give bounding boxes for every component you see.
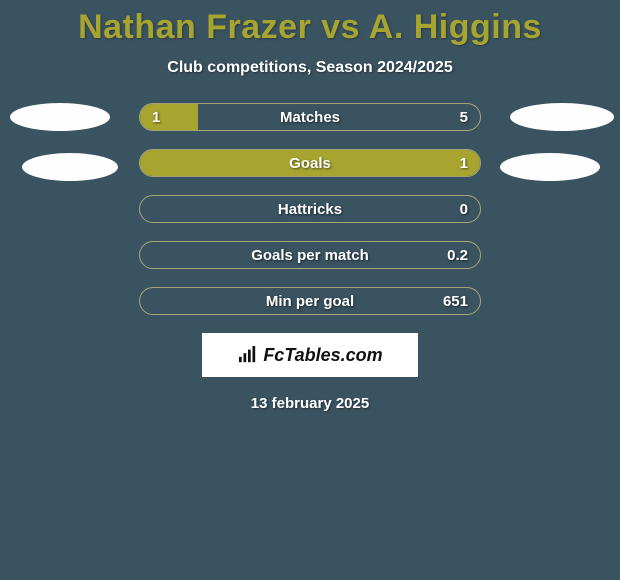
player-b-marker-1 (510, 103, 614, 131)
stat-label: Goals (140, 150, 480, 176)
stat-label: Hattricks (140, 196, 480, 222)
stat-row: 1Matches5 (139, 103, 481, 131)
player-a-marker-1 (10, 103, 110, 131)
player-a-marker-2 (22, 153, 118, 181)
stat-value-right: 0.2 (447, 242, 468, 268)
logo-text: FcTables.com (263, 345, 382, 366)
stat-row: Min per goal651 (139, 287, 481, 315)
stat-value-right: 5 (460, 104, 468, 130)
player-b-marker-2 (500, 153, 600, 181)
stat-value-right: 1 (460, 150, 468, 176)
stat-row: Goals per match0.2 (139, 241, 481, 269)
page-subtitle: Club competitions, Season 2024/2025 (0, 59, 620, 77)
comparison-chart: 1Matches5Goals1Hattricks0Goals per match… (0, 103, 620, 315)
stat-label: Min per goal (140, 288, 480, 314)
date-label: 13 february 2025 (0, 395, 620, 412)
stat-row: Hattricks0 (139, 195, 481, 223)
stat-value-right: 0 (460, 196, 468, 222)
page-title: Nathan Frazer vs A. Higgins (0, 0, 620, 47)
stat-row: Goals1 (139, 149, 481, 177)
stat-label: Matches (140, 104, 480, 130)
chart-bars-icon (237, 346, 259, 364)
bars-container: 1Matches5Goals1Hattricks0Goals per match… (139, 103, 481, 315)
stat-value-right: 651 (443, 288, 468, 314)
logo-box: FcTables.com (202, 333, 418, 377)
stat-label: Goals per match (140, 242, 480, 268)
